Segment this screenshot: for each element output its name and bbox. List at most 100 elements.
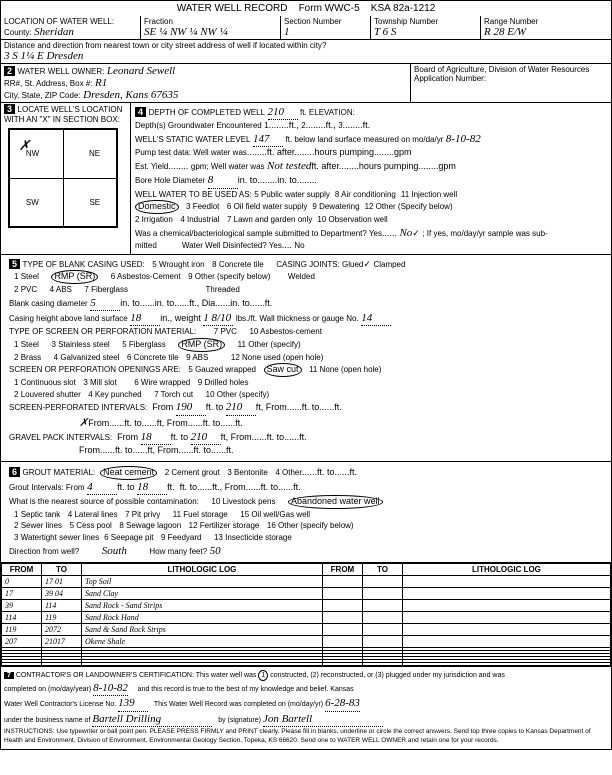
section-label: Section Number bbox=[284, 17, 367, 26]
o11: 11 None (open hole) bbox=[309, 365, 381, 374]
elev-label: ft. ELEVATION: bbox=[300, 108, 355, 117]
range-label: Range Number bbox=[484, 17, 608, 26]
c4: 4 ABS bbox=[50, 285, 72, 294]
u2: 2 Irrigation bbox=[135, 215, 173, 224]
static-date: 8-10-82 bbox=[446, 133, 481, 145]
gw-label: Depth(s) Groundwater Encountered bbox=[135, 121, 262, 130]
u1: Domestic bbox=[135, 200, 179, 214]
sig-label: by (signature) bbox=[218, 717, 261, 724]
app-label: Application Number: bbox=[414, 74, 608, 83]
int-from: 4 bbox=[87, 480, 117, 495]
log-row: 1739 04Sand Clay bbox=[2, 588, 611, 600]
feet-label: How many feet? bbox=[149, 547, 207, 556]
gravel-from: 18 bbox=[141, 430, 171, 445]
p11: 11 Fuel storage bbox=[173, 510, 228, 519]
int-to: 18 bbox=[137, 480, 167, 495]
bact-after: ; If yes, mo/day/yr sample was sub- bbox=[422, 229, 547, 238]
u9: 9 Dewatering bbox=[312, 202, 359, 211]
c2: 2 PVC bbox=[14, 285, 37, 294]
u4: 4 Industrial bbox=[180, 215, 219, 224]
log-row: 114119Sand Rock Hand bbox=[2, 612, 611, 624]
mitted: mitted bbox=[135, 241, 157, 250]
g4: 4 Other bbox=[275, 468, 302, 477]
u10: 10 Observation well bbox=[317, 215, 387, 224]
weight: 1 8/10 bbox=[203, 311, 233, 326]
location-label: LOCATION OF WATER WELL: bbox=[4, 17, 137, 26]
c6: 6 Asbestos-Cement bbox=[111, 272, 181, 281]
log-row: 017 01Top Soil bbox=[2, 576, 611, 588]
depth: 210 bbox=[268, 105, 298, 120]
title: WATER WELL RECORD bbox=[177, 3, 288, 14]
c8: 8 Concrete tile bbox=[212, 260, 264, 269]
static: 147 bbox=[253, 132, 283, 147]
s4: 4 Galvanized steel bbox=[54, 353, 120, 362]
city: Dresden, Kans 67635 bbox=[83, 89, 178, 101]
disinfect-no: No bbox=[294, 241, 304, 250]
dir: South bbox=[102, 545, 127, 557]
sw: SW bbox=[26, 198, 39, 207]
log-row: 39114Sand Rock - Sand Strips bbox=[2, 600, 611, 612]
c3: RMP (SR) bbox=[51, 270, 98, 284]
instructions: INSTRUCTIONS: Use typewriter or ball poi… bbox=[4, 728, 591, 744]
record-date: 6-28-83 bbox=[325, 696, 360, 711]
p9: 9 Feedyard bbox=[161, 533, 201, 542]
c1: 1 Steel bbox=[14, 272, 39, 281]
o8: Saw cut bbox=[264, 363, 302, 377]
record-label: This Water Well Record was completed on … bbox=[154, 701, 323, 708]
sec3: 3 bbox=[4, 104, 15, 114]
c7: 7 Fiberglass bbox=[84, 285, 128, 294]
board: Board of Agriculture, Division of Water … bbox=[414, 65, 608, 74]
s10: 10 Asbestos-cement bbox=[249, 327, 321, 336]
o1: 1 Continuous slot bbox=[14, 378, 76, 387]
not-tested: Not tested bbox=[267, 160, 311, 172]
distance-row: Distance and direction from nearest town… bbox=[1, 40, 611, 64]
thick: 14 bbox=[361, 311, 391, 326]
g3: 3 Bentonite bbox=[227, 468, 267, 477]
p2: 2 Sewer lines bbox=[14, 521, 62, 530]
height-label: Casing height above land surface bbox=[9, 314, 128, 323]
u5: 5 Public water supply bbox=[254, 190, 330, 199]
sec7: 7 bbox=[4, 672, 14, 679]
h-lith: LITHOLOGIC LOG bbox=[82, 564, 323, 576]
threaded: Threaded bbox=[206, 285, 240, 294]
u12: 12 Other (Specify below) bbox=[365, 202, 453, 211]
welded: Welded bbox=[288, 272, 315, 281]
ksa: KSA 82a-1212 bbox=[371, 3, 436, 14]
owner-name: Leonard Sewell bbox=[107, 65, 175, 77]
se: SE bbox=[89, 198, 100, 207]
dia-label: Blank casing diameter bbox=[9, 299, 88, 308]
feet: 50 bbox=[210, 545, 221, 557]
location-row: LOCATION OF WATER WELL: County: Sheridan… bbox=[1, 16, 611, 40]
ne: NE bbox=[89, 149, 100, 158]
locate-label: LOCATE WELL'S LOCATION WITH AN "X" IN SE… bbox=[4, 105, 122, 124]
perf-label: SCREEN-PERFORATED INTERVALS: bbox=[9, 403, 147, 412]
screen-label: TYPE OF SCREEN OR PERFORATION MATERIAL: bbox=[9, 327, 196, 336]
sec2: 2 bbox=[4, 66, 15, 76]
height: 18 bbox=[130, 311, 160, 326]
s11: 11 Other (specify) bbox=[238, 340, 301, 349]
p5: 5 Cess pool bbox=[70, 521, 112, 530]
water-well-form: WATER WELL RECORD Form WWC-5 KSA 82a-121… bbox=[0, 0, 612, 750]
license-label: Water Well Contractor's License No. bbox=[4, 701, 116, 708]
fraction-label: Fraction bbox=[144, 17, 277, 26]
owner-label: WATER WELL OWNER: bbox=[18, 67, 105, 76]
s5: 5 Fiberglass bbox=[122, 340, 166, 349]
h-lith2: LITHOLOGIC LOG bbox=[402, 564, 610, 576]
perf-from: 190 bbox=[176, 400, 206, 415]
completed-label: completed on (mo/day/year) bbox=[4, 686, 91, 693]
log-row: 1192072Sand & Sand Rock Strips bbox=[2, 624, 611, 636]
cert-opts: constructed, (2) reconstructed, or (3) p… bbox=[270, 672, 505, 679]
contam-label: What is the nearest source of possible c… bbox=[9, 497, 199, 506]
g2: 2 Cement grout bbox=[165, 468, 220, 477]
o6: 6 Wire wrapped bbox=[134, 378, 190, 387]
casing-label: TYPE OF BLANK CASING USED: bbox=[23, 260, 145, 269]
belief: and this record is true to the best of m… bbox=[138, 686, 354, 693]
range: R 28 E/W bbox=[484, 26, 526, 38]
s12: 12 None used (open hole) bbox=[231, 353, 324, 362]
cert-section: 7 CONTRACTOR'S OR LANDOWNER'S CERTIFICAT… bbox=[1, 666, 611, 749]
int-label: Grout Intervals: From bbox=[9, 483, 85, 492]
p3: 3 Watertight sewer lines bbox=[14, 533, 99, 542]
sec5: 5 bbox=[9, 259, 20, 269]
static-label: WELL'S STATIC WATER LEVEL bbox=[135, 135, 250, 144]
p12: 12 Fertilizer storage bbox=[189, 521, 260, 530]
